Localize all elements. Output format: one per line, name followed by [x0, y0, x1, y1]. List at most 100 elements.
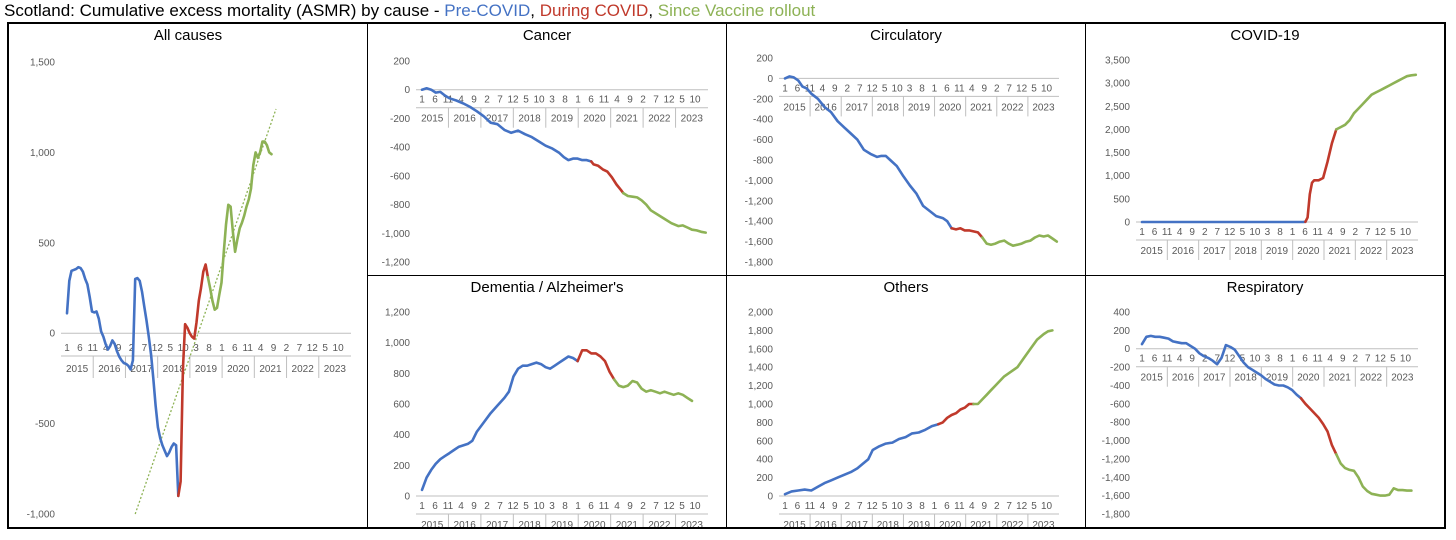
x-month-tick: 5 [1031, 83, 1037, 94]
x-month-tick: 6 [432, 95, 438, 106]
y-tick-label: -1,000 [1102, 436, 1131, 447]
x-month-tick: 4 [1327, 354, 1333, 365]
x-month-tick: 2 [284, 343, 290, 354]
y-tick-label: 600 [756, 436, 773, 447]
x-year-label: 2016 [1172, 246, 1195, 257]
x-month-tick: 7 [1214, 354, 1220, 365]
y-tick-label: 1,000 [748, 400, 773, 411]
x-month-tick: 1 [575, 501, 581, 512]
x-month-tick: 4 [614, 95, 620, 106]
panel-title: Circulatory [870, 27, 942, 44]
series-line-since [1335, 73, 1418, 131]
x-month-tick: 9 [471, 95, 477, 106]
x-month-tick: 8 [919, 83, 925, 94]
series-line-since [206, 140, 273, 312]
series-line-pre [1140, 334, 1303, 400]
x-month-tick: 5 [882, 83, 888, 94]
x-month-tick: 8 [562, 501, 568, 512]
y-tick-label: 200 [393, 461, 410, 472]
y-tick-label: -200 [753, 94, 773, 105]
y-tick-label: 1,200 [748, 381, 773, 392]
x-year-label: 2016 [98, 364, 121, 375]
x-month-tick: 10 [1249, 354, 1261, 365]
x-year-label: 2020 [939, 520, 962, 528]
y-tick-label: -400 [1110, 381, 1130, 392]
panel-title: COVID-19 [1230, 27, 1300, 44]
x-month-tick: 5 [1390, 354, 1396, 365]
trendline [134, 108, 277, 515]
x-year-label: 2022 [648, 520, 671, 528]
x-month-tick: 1 [782, 501, 788, 512]
x-month-tick: 2 [1202, 354, 1208, 365]
title-sep-2: , [648, 1, 658, 20]
x-year-label: 2016 [454, 114, 477, 125]
x-month-tick: 2 [1352, 227, 1358, 238]
x-month-tick: 7 [1006, 501, 1012, 512]
series-line-during [576, 349, 616, 381]
series-line-during [937, 402, 975, 426]
x-month-tick: 4 [103, 343, 109, 354]
x-month-tick: 7 [497, 501, 503, 512]
y-tick-label: -200 [390, 114, 410, 125]
x-month-tick: 11 [599, 501, 610, 512]
x-month-tick: 7 [857, 501, 863, 512]
x-month-tick: 10 [689, 501, 701, 512]
x-month-tick: 4 [820, 83, 826, 94]
x-year-label: 2018 [877, 102, 900, 113]
x-month-tick: 2 [844, 501, 850, 512]
chart-svg: 0 200 400 600 800 1,000 1,200 1,400 1,600 1,800 2,… [748, 308, 1059, 528]
x-month-tick: 7 [653, 95, 659, 106]
x-year-label: 2021 [970, 102, 993, 113]
y-tick-label: 0 [767, 74, 773, 85]
y-tick-label: 2,000 [748, 308, 773, 319]
x-year-label: 2017 [1203, 373, 1226, 384]
x-month-tick: 5 [523, 501, 529, 512]
x-month-tick: 6 [1152, 354, 1158, 365]
x-month-tick: 11 [599, 95, 610, 106]
y-tick-label: -500 [35, 419, 55, 430]
y-tick-label: 1,800 [748, 326, 773, 337]
x-month-tick: 8 [919, 501, 925, 512]
x-month-tick: 5 [882, 501, 888, 512]
x-month-tick: 2 [994, 501, 1000, 512]
series-line-pre [783, 422, 940, 496]
x-month-tick: 3 [1265, 354, 1271, 365]
y-tick-label: 0 [404, 85, 410, 96]
x-year-label: 2015 [421, 114, 444, 125]
title-prefix: Scotland: Cumulative excess mortality (A… [4, 1, 445, 20]
x-year-label: 2022 [292, 364, 315, 375]
chart-panel-cancer: Cancer -1,200 -1,000 -800 -600 -400 -200 0 200 1… [367, 23, 727, 276]
x-year-label: 2020 [227, 364, 250, 375]
series-line-pre [65, 265, 180, 498]
x-month-tick: 11 [954, 501, 965, 512]
y-tick-label: -400 [753, 115, 773, 126]
x-month-tick: 12 [507, 95, 519, 106]
chart-panel-covid-19: COVID-19 0 500 1,000 1,500 2,000 2,500 3,000 3,… [1085, 23, 1445, 276]
x-month-tick: 6 [77, 343, 83, 354]
x-month-tick: 2 [484, 95, 490, 106]
y-tick-label: -200 [1110, 363, 1130, 374]
y-tick-label: -800 [1110, 418, 1130, 429]
x-month-tick: 10 [1249, 227, 1261, 238]
x-year-label: 2018 [1235, 373, 1258, 384]
series-line-pre [420, 87, 593, 163]
panel-title: Respiratory [1226, 279, 1304, 296]
y-tick-label: -600 [390, 171, 410, 182]
x-month-tick: 4 [820, 501, 826, 512]
x-month-tick: 12 [1224, 354, 1236, 365]
title-during-covid: During COVID [539, 1, 649, 20]
x-year-label: 2023 [681, 114, 704, 125]
y-tick-label: -1,000 [27, 510, 56, 521]
series-line-since [972, 329, 1054, 406]
x-month-tick: 2 [129, 343, 135, 354]
x-month-tick: 6 [944, 501, 950, 512]
x-month-tick: 10 [533, 95, 545, 106]
x-month-tick: 6 [1152, 227, 1158, 238]
x-month-tick: 10 [689, 95, 701, 106]
series-line-since [622, 191, 708, 234]
x-month-tick: 12 [867, 501, 879, 512]
panel-title: All causes [153, 27, 223, 44]
x-month-tick: 12 [1224, 227, 1236, 238]
x-month-tick: 12 [1375, 227, 1387, 238]
